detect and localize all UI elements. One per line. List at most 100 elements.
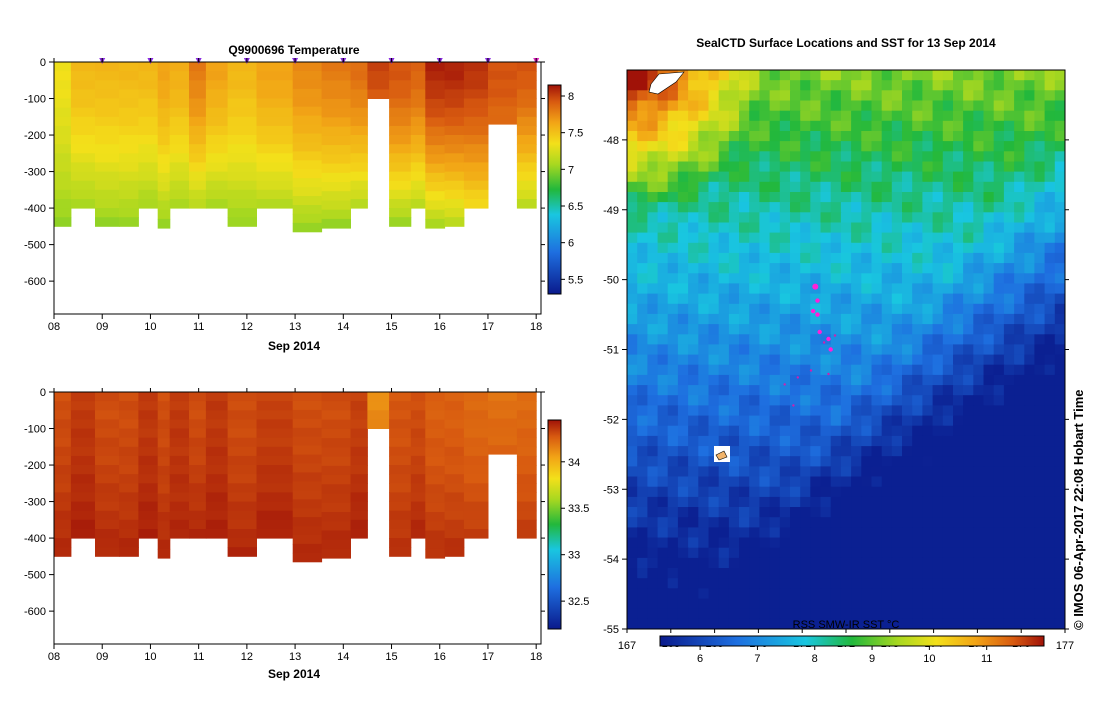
- sst-cell: [739, 395, 750, 407]
- sst-cell: [1003, 242, 1015, 254]
- section-cell: [292, 106, 323, 117]
- x-tick-label: 08: [48, 321, 60, 333]
- sst-cell: [820, 588, 832, 600]
- sst-cell: [891, 446, 903, 458]
- sst-cell: [637, 578, 649, 590]
- section-cell: [516, 125, 537, 136]
- sst-cell: [728, 202, 740, 214]
- sst-cell: [1024, 242, 1036, 254]
- sst-cell: [881, 202, 893, 214]
- section-cell: [54, 474, 72, 484]
- sst-cell: [840, 303, 852, 315]
- sst-cell: [800, 618, 812, 629]
- sst-cell: [749, 415, 761, 427]
- sst-cell: [871, 151, 883, 163]
- sst-cell: [922, 90, 934, 102]
- section-cell: [389, 410, 412, 420]
- sst-cell: [1024, 303, 1036, 315]
- sst-cell: [993, 192, 1005, 203]
- sst-cell: [728, 517, 740, 529]
- sst-cell: [942, 496, 954, 508]
- sst-cell: [779, 192, 791, 203]
- sst-cell: [790, 344, 801, 356]
- sst-cell: [728, 252, 740, 264]
- sst-cell: [779, 131, 791, 142]
- sst-cell: [739, 446, 750, 458]
- section-cell: [367, 71, 390, 81]
- sst-cell: [647, 252, 659, 264]
- sst-cell: [759, 517, 771, 529]
- sst-cell: [942, 568, 954, 579]
- section-cell: [321, 428, 351, 439]
- sst-cell: [627, 374, 638, 386]
- section-cell: [389, 208, 412, 218]
- sst-cell: [973, 568, 985, 579]
- sst-cell: [932, 222, 944, 234]
- sst-cell: [739, 334, 750, 346]
- sst-cell: [739, 131, 750, 142]
- sst-cell: [963, 486, 975, 498]
- section-cell: [95, 446, 120, 457]
- section-cell: [444, 474, 465, 484]
- sst-cell: [983, 456, 995, 468]
- sst-cell: [688, 486, 700, 498]
- sst-cell: [1054, 90, 1065, 102]
- sst-cell: [851, 385, 863, 397]
- sst-cell: [1034, 618, 1046, 629]
- sst-cell: [698, 202, 710, 214]
- sst-cell: [830, 456, 842, 468]
- sst-cell: [922, 405, 934, 417]
- sst-cell: [871, 537, 883, 549]
- sst-cell: [881, 568, 893, 579]
- sst-cell: [932, 293, 944, 305]
- sst-cell: [810, 80, 822, 92]
- sst-cell: [637, 131, 649, 142]
- sst-cell: [688, 212, 700, 224]
- sst-cell: [637, 313, 649, 325]
- sst-cell: [963, 435, 975, 447]
- sst-cell: [922, 496, 934, 508]
- sst-cell: [677, 364, 689, 376]
- sst-cell: [1014, 395, 1026, 407]
- sst-cell: [881, 232, 893, 244]
- sst-cell: [932, 578, 944, 590]
- sst-cell: [993, 547, 1005, 559]
- sst-cell: [739, 415, 750, 427]
- sst-cell: [1003, 446, 1015, 458]
- section-cell: [516, 465, 537, 475]
- sst-cell: [871, 598, 883, 610]
- section-cell: [350, 392, 368, 402]
- sst-cell: [718, 537, 730, 549]
- y-tick-label: 0: [40, 387, 46, 399]
- sst-cell: [820, 415, 832, 427]
- sst-cell: [861, 415, 873, 427]
- sst-cell: [912, 181, 924, 193]
- sst-cell: [728, 263, 740, 275]
- sst-cell: [1003, 202, 1015, 214]
- section-cell: [169, 71, 190, 81]
- sst-cell: [830, 354, 842, 366]
- sst-cell: [881, 252, 893, 264]
- section-cell: [425, 98, 446, 109]
- sst-cell: [1044, 263, 1056, 275]
- sst-cell: [708, 527, 720, 539]
- sst-cell: [637, 385, 649, 397]
- sst-cell: [963, 557, 975, 569]
- sst-cell: [1003, 608, 1015, 620]
- sst-cell: [637, 263, 649, 275]
- temperature-section-panel: Q9900696 Temperature 08 09 10 11 12 13 14 15 16 1…: [24, 43, 583, 353]
- sst-cell: [871, 80, 883, 92]
- sst-cell: [932, 242, 944, 254]
- sst-cell: [922, 476, 934, 488]
- sst-cell: [1034, 151, 1046, 163]
- section-cell: [410, 455, 426, 466]
- sst-cell: [851, 425, 863, 437]
- x-tick-label: 11: [193, 651, 204, 663]
- sst-cell: [871, 181, 883, 193]
- section-cell: [350, 135, 368, 145]
- sst-cell: [657, 557, 669, 569]
- sst-cell: [881, 395, 893, 407]
- sst-cell: [871, 293, 883, 305]
- sst-cell: [922, 202, 934, 214]
- sst-cell: [647, 100, 659, 112]
